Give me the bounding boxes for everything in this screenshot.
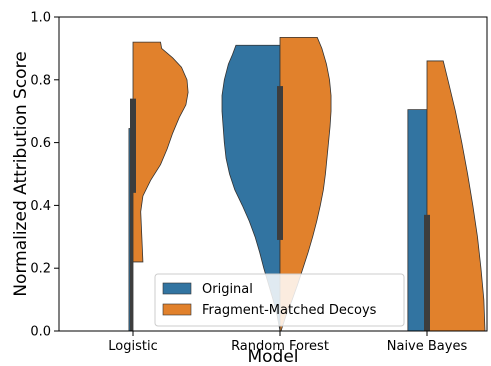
legend: Original Fragment-Matched Decoys xyxy=(154,273,405,327)
x-tick-label: Naive Bayes xyxy=(387,339,468,354)
violin-right-logistic xyxy=(132,41,189,263)
x-axis-label: Model xyxy=(247,347,298,366)
y-tick-label: 1.0 xyxy=(30,11,51,26)
x-tick-label: Random Forest xyxy=(231,339,329,354)
quartile-bar-left-naive-bayes xyxy=(424,214,427,331)
x-axis: Logistic Random Forest Naive Bayes xyxy=(108,331,467,354)
y-axis-label: Normalized Attribution Score xyxy=(11,51,31,296)
quartile-bar-right-logistic xyxy=(133,98,136,193)
y-tick-label: 0.0 xyxy=(30,325,51,340)
legend-label-original: Original xyxy=(202,282,253,297)
quartile-bars-layer xyxy=(130,86,430,331)
legend-box xyxy=(154,273,405,327)
y-tick-label: 0.6 xyxy=(30,136,51,151)
legend-label-decoys: Fragment-Matched Decoys xyxy=(202,303,377,318)
y-tick-label: 0.2 xyxy=(30,262,51,277)
y-axis: 0.0 0.2 0.4 0.6 0.8 1.0 xyxy=(30,11,59,340)
violin-right-naive-bayes xyxy=(426,60,486,332)
plot-frame xyxy=(58,16,488,332)
legend-swatch-original xyxy=(162,282,192,295)
violins-layer xyxy=(128,37,486,332)
y-tick-label: 0.8 xyxy=(30,73,51,88)
x-tick-label: Logistic xyxy=(108,339,157,354)
legend-swatch-decoys xyxy=(162,303,192,316)
y-tick-label: 0.4 xyxy=(30,199,51,214)
quartile-bar-left-random-forest xyxy=(277,86,280,240)
quartile-bar-right-naive-bayes xyxy=(427,214,430,331)
quartile-bar-right-random-forest xyxy=(280,86,283,240)
quartile-bar-left-logistic xyxy=(130,98,133,331)
